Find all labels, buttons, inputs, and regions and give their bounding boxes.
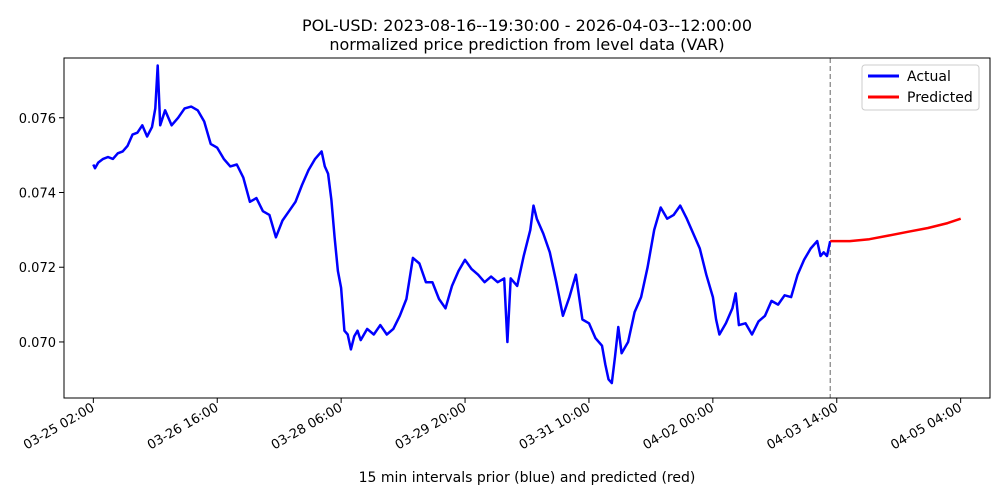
plot-marks (92, 58, 962, 398)
x-tick-label: 03-25 02:00 (21, 400, 97, 453)
x-tick-label: 04-02 00:00 (641, 400, 717, 453)
x-tick-label: 03-31 10:00 (517, 400, 593, 453)
x-axis: 03-25 02:00 03-26 16:00 03-28 06:00 03-29 2… (21, 398, 965, 453)
x-tick-label: 04-03 14:00 (765, 400, 841, 453)
series-line-actual (92, 64, 832, 385)
chart-subtitle: normalized price prediction from level d… (329, 35, 724, 54)
plot-frame (63, 57, 991, 399)
series-line-predicted (830, 217, 962, 243)
y-tick-label: 0.076 (19, 112, 56, 127)
chart-title: POL-USD: 2023-08-16--19:30:00 - 2026-04-… (302, 16, 752, 35)
x-axis-label: 15 min intervals prior (blue) and predic… (359, 470, 696, 486)
y-tick-label: 0.070 (19, 336, 56, 351)
legend-label-predicted: Predicted (907, 90, 973, 106)
y-tick-label: 0.072 (19, 261, 56, 276)
x-tick-label: 03-28 06:00 (269, 400, 345, 453)
legend-label-actual: Actual (907, 69, 951, 85)
y-axis: 0.070 0.072 0.074 0.076 (19, 112, 64, 351)
x-tick-label: 03-29 20:00 (393, 400, 469, 453)
y-tick-label: 0.074 (19, 187, 56, 202)
x-tick-label: 03-26 16:00 (145, 400, 221, 453)
x-tick-label: 04-05 04:00 (888, 400, 964, 453)
legend: Actual Predicted (861, 64, 980, 111)
